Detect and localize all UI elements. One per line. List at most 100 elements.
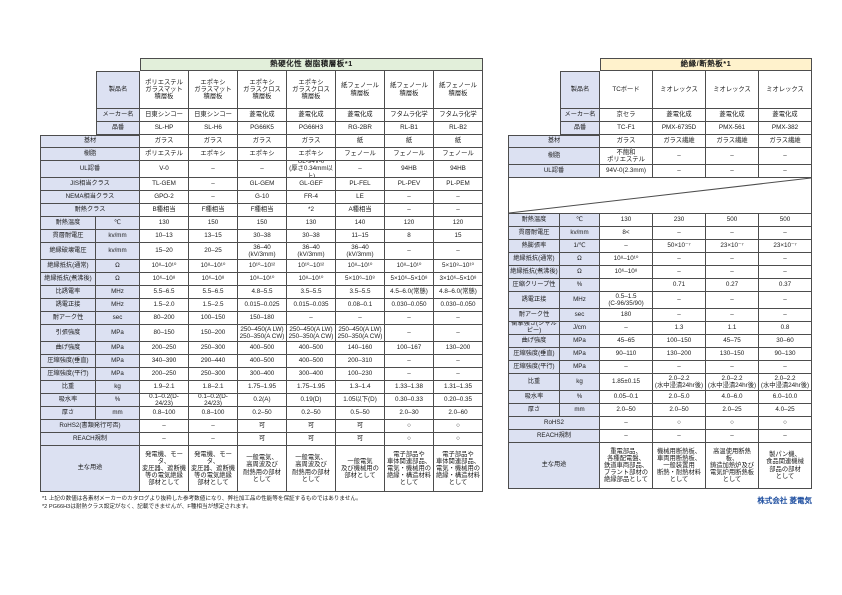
value-cell: ガラス繊維 <box>653 135 706 148</box>
value-cell: 製パン機、 食品関連機械 部品の部材 として <box>759 443 812 489</box>
value-cell: – <box>385 368 434 381</box>
value-cell: 0.015–0.035 <box>287 299 336 312</box>
value-cell: 4.0–25 <box>759 404 812 417</box>
value-cell: 1.05以下(D) <box>336 394 385 407</box>
row-label: 圧縮強度(垂直) <box>40 355 96 368</box>
unit-label: MHz <box>96 286 140 299</box>
value-cell: 0.030–0.050 <box>385 299 434 312</box>
unit-label: kg <box>560 374 600 391</box>
value-cell: – <box>189 191 238 204</box>
value-cell: – <box>759 253 812 266</box>
value-cell: 140–160 <box>336 342 385 355</box>
value-cell: – <box>189 420 238 433</box>
value-cell: – <box>706 148 759 165</box>
value-cell: 250–300 <box>189 342 238 355</box>
value-cell: 2.0–2.2 (水中浸漬24hr後) <box>653 374 706 391</box>
code-cell: TC-F1 <box>600 122 653 135</box>
value-cell: 90–110 <box>600 348 653 361</box>
row-label: 品番 <box>560 122 600 135</box>
value-cell: 200–310 <box>336 355 385 368</box>
value-cell: 100–150 <box>653 335 706 348</box>
footnote-1: *1 上記の数値は各素材メーカーのカタログより抜粋した参考数値になり、弊社加工品… <box>42 496 362 502</box>
value-cell: 11–15 <box>336 230 385 243</box>
value-cell: 1.31–1.35 <box>434 381 483 394</box>
value-cell: – <box>706 292 759 309</box>
row-label: 製品名 <box>96 71 140 109</box>
value-cell: – <box>653 165 706 178</box>
value-cell: 0.08–0.1 <box>336 299 385 312</box>
maker-cell: 菱電化成 <box>706 109 759 122</box>
unit-label: mm <box>96 407 140 420</box>
value-cell: 1.8–2.1 <box>189 381 238 394</box>
row-label: 絶縁抵抗(通常) <box>508 253 560 266</box>
unit-label: sec <box>560 309 600 322</box>
value-cell: 94HB <box>434 161 483 178</box>
value-cell: 可 <box>336 433 385 446</box>
row-label: 基材 <box>508 135 600 148</box>
unit-label: Ω <box>560 266 600 279</box>
value-cell: フェノール <box>385 148 434 161</box>
value-cell: 紙 <box>434 135 483 148</box>
value-cell: – <box>759 227 812 240</box>
value-cell: 10⁸–10¹⁰ <box>140 260 189 273</box>
maker-cell: 日東シンコー <box>140 109 189 122</box>
product-name-cell: エポキシ ガラスクロス 積層板 <box>287 71 336 109</box>
value-cell: 400–500 <box>287 355 336 368</box>
value-cell: 電子部品や 車体関連部品、 電気・機械用の 絶縁・構造材料 として <box>434 446 483 492</box>
value-cell: – <box>759 266 812 279</box>
value-cell: 発電機、モータ、 変圧器、遮断機 等の電気絶縁 部材として <box>189 446 238 492</box>
unit-label: kv/mm <box>96 230 140 243</box>
value-cell: – <box>653 430 706 443</box>
value-cell: GL-GEF <box>287 178 336 191</box>
product-name-cell: エポキシ ガラスクロス 積層板 <box>238 71 287 109</box>
value-cell: 23×10⁻⁷ <box>759 240 812 253</box>
row-label: 耐熱温度 <box>508 214 560 227</box>
value-cell: 10⁸–10¹⁰ <box>600 253 653 266</box>
row-label: 貫層耐電圧 <box>40 230 96 243</box>
value-cell: 200–250 <box>140 368 189 381</box>
value-cell: 340–390 <box>140 355 189 368</box>
value-cell: 1.85±0.15 <box>600 374 653 391</box>
value-cell: – <box>434 312 483 325</box>
value-cell: 高温使用断熱板、 鋳造加熱炉及び 電気炉用断熱板 として <box>706 443 759 489</box>
value-cell: – <box>434 204 483 217</box>
value-cell: 80–150 <box>140 325 189 342</box>
value-cell: エポキシ <box>189 148 238 161</box>
value-cell: B種相当 <box>140 204 189 217</box>
value-cell: 4.5–6.0(常態) <box>385 286 434 299</box>
value-cell: 1.5–2.0 <box>140 299 189 312</box>
value-cell: 150 <box>189 217 238 230</box>
value-cell: 80–200 <box>140 312 189 325</box>
row-label: 主な用途 <box>508 443 600 489</box>
value-cell: – <box>336 312 385 325</box>
row-label: 曲げ強度 <box>508 335 560 348</box>
value-cell: F種相当 <box>238 204 287 217</box>
product-name-cell: 紙フェノール 積層板 <box>434 71 483 109</box>
footnotes: *1 上記の数値は各素材メーカーのカタログより抜粋した参考数値になり、弊社加工品… <box>42 495 362 512</box>
value-cell: ガラス <box>600 135 653 148</box>
row-label: 誘電正接 <box>508 292 560 309</box>
value-cell: 10⁸–10¹⁰ <box>287 273 336 286</box>
value-cell: 重電部品、 各種配電盤、 鉄道車両部品、 プラント部材の 絶縁部品として <box>600 443 653 489</box>
value-cell: TL-GEM <box>140 178 189 191</box>
value-cell: 0.2–50 <box>238 407 287 420</box>
value-cell: – <box>759 309 812 322</box>
value-cell: 1.9–2.1 <box>140 381 189 394</box>
unit-label: MPa <box>96 325 140 342</box>
value-cell: 36–40 (kV/3mm) <box>238 243 287 260</box>
value-cell: 1.75–1.95 <box>238 381 287 394</box>
row-label: 絶縁抵抗(煮沸後) <box>508 266 560 279</box>
value-cell: 10¹⁰–10¹² <box>287 260 336 273</box>
value-cell: ガラス <box>140 135 189 148</box>
value-cell: 13–15 <box>189 230 238 243</box>
footnote-2: *2 PG66H3は耐熱クラス設定がなく、記載できませんが、F種相当が想定されま… <box>42 504 252 511</box>
row-label: 吸水率 <box>40 394 96 407</box>
value-cell: – <box>653 148 706 165</box>
value-cell: 発電機、モータ、 変圧器、遮断機 等の電気絶縁 部材として <box>140 446 189 492</box>
corner-spacer <box>508 58 600 71</box>
value-cell: 36–40 (kV/3mm) <box>336 243 385 260</box>
value-cell: 400–500 <box>238 355 287 368</box>
value-cell: PL-PEM <box>434 178 483 191</box>
maker-cell: 菱電化成 <box>653 109 706 122</box>
unit-label: MPa <box>560 361 600 374</box>
